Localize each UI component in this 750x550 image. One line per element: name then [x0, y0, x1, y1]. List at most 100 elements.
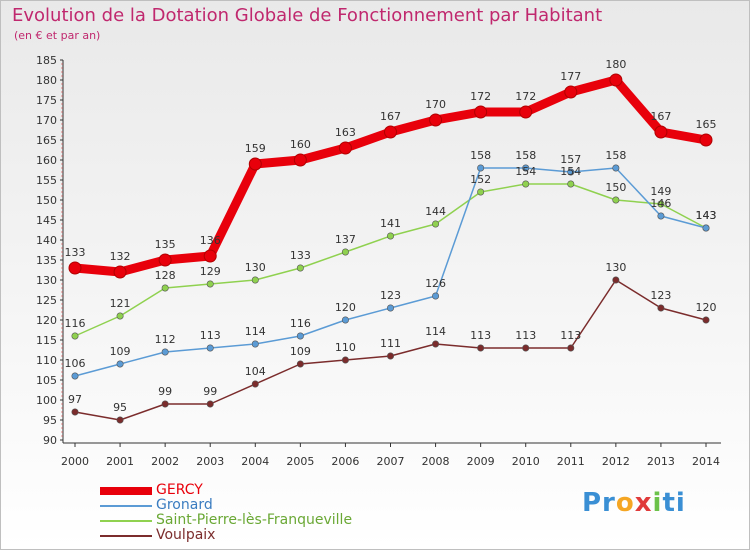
data-label: 99 [203, 385, 217, 398]
data-label: 113 [560, 329, 581, 342]
x-tick-label: 2013 [647, 455, 675, 468]
data-point [429, 113, 443, 127]
data-label: 120 [696, 301, 717, 314]
legend-item: Voulpaix [100, 527, 460, 544]
data-point [654, 125, 668, 139]
data-point [432, 292, 440, 300]
data-label: 160 [290, 138, 311, 151]
data-label: 144 [425, 205, 446, 218]
data-point [612, 196, 620, 204]
data-point [161, 400, 169, 408]
data-label: 111 [380, 337, 401, 350]
data-label: 158 [470, 149, 491, 162]
y-tick-label: 115 [36, 334, 57, 347]
data-label: 158 [515, 149, 536, 162]
data-point [386, 304, 394, 312]
y-tick-label: 135 [36, 254, 57, 267]
data-label: 116 [290, 317, 311, 330]
data-point [341, 316, 349, 324]
data-point [474, 105, 488, 119]
logo-letter: ti [662, 488, 686, 518]
data-label: 149 [650, 185, 671, 198]
data-point [296, 360, 304, 368]
data-point [251, 380, 259, 388]
data-label: 116 [65, 317, 86, 330]
data-point [384, 125, 397, 139]
data-point [206, 280, 214, 288]
y-tick-label: 140 [36, 234, 57, 247]
x-tick-label: 2011 [557, 455, 585, 468]
data-point [116, 416, 124, 424]
data-label: 114 [245, 325, 266, 338]
legend-swatch [100, 487, 152, 495]
legend-label: GERCY [156, 482, 203, 498]
data-point [338, 141, 352, 155]
x-tick-label: 2014 [692, 455, 720, 468]
y-tick-label: 155 [36, 174, 57, 187]
data-label: 97 [68, 393, 82, 406]
data-point [71, 332, 79, 340]
y-tick-label: 125 [36, 294, 57, 307]
data-label: 109 [290, 345, 311, 358]
data-point [567, 180, 575, 188]
data-label: 120 [335, 301, 356, 314]
data-label: 154 [560, 165, 581, 178]
legend-item: Saint-Pierre-lès-Franqueville [100, 512, 460, 529]
data-label: 154 [515, 165, 536, 178]
data-label: 136 [200, 234, 221, 247]
x-tick-label: 2005 [286, 455, 314, 468]
chart-subtitle: (en € et par an) [14, 29, 101, 42]
x-tick-label: 2006 [331, 455, 359, 468]
data-point [522, 344, 530, 352]
data-label: 106 [65, 357, 86, 370]
data-label: 109 [110, 345, 131, 358]
y-tick-label: 185 [36, 54, 57, 67]
data-label: 158 [605, 149, 626, 162]
data-point [522, 164, 530, 172]
legend-item: Gronard [100, 497, 460, 514]
data-label: 141 [380, 217, 401, 230]
y-tick-label: 145 [36, 214, 57, 227]
data-label: 135 [155, 238, 176, 251]
legend-label: Gronard [156, 497, 213, 513]
legend-swatch [100, 520, 152, 522]
data-point [612, 276, 620, 284]
y-tick-label: 120 [36, 314, 57, 327]
y-tick-label: 165 [36, 134, 57, 147]
data-point [113, 265, 127, 279]
data-label: 95 [113, 401, 127, 414]
y-tick-label: 175 [36, 94, 57, 107]
data-label: 143 [696, 209, 717, 222]
data-label: 170 [425, 98, 446, 111]
data-point [657, 200, 665, 208]
data-label: 165 [696, 118, 717, 131]
data-point [699, 133, 713, 147]
x-tick-label: 2007 [377, 455, 405, 468]
data-label: 180 [605, 58, 626, 71]
data-point [293, 153, 307, 167]
logo-letter: o [615, 488, 635, 518]
data-label: 133 [65, 246, 86, 259]
data-point [296, 332, 304, 340]
data-label: 130 [245, 261, 266, 274]
data-point [519, 105, 533, 119]
data-point [702, 224, 710, 232]
y-tick-label: 110 [36, 354, 57, 367]
chart-title: Evolution de la Dotation Globale de Fonc… [12, 5, 603, 26]
data-label: 104 [245, 365, 266, 378]
data-label: 113 [515, 329, 536, 342]
x-tick-label: 2010 [512, 455, 540, 468]
data-point [71, 372, 79, 380]
data-label: 167 [650, 110, 671, 123]
data-point [477, 164, 485, 172]
y-tick-label: 105 [36, 374, 57, 387]
data-point [116, 312, 124, 320]
data-label: 159 [245, 142, 266, 155]
data-point [116, 360, 124, 368]
y-tick-label: 160 [36, 154, 57, 167]
logo-letter: Pr [582, 488, 616, 518]
data-point [702, 316, 710, 324]
data-point [386, 232, 394, 240]
data-point [432, 220, 440, 228]
